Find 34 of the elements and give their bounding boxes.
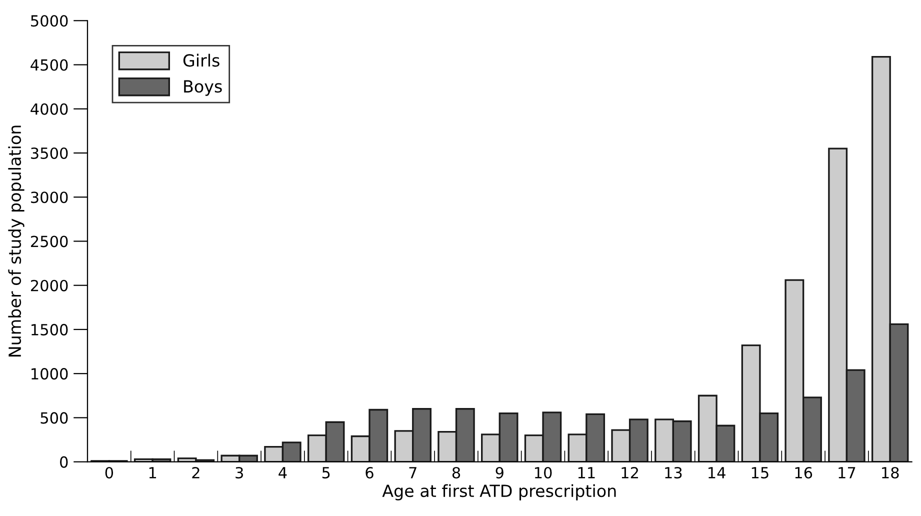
x-tick-label: 15 — [752, 467, 768, 479]
x-tick-label: 0 — [105, 466, 114, 479]
x-tick-label: 3 — [236, 466, 243, 479]
y-tick-label: 3500 — [31, 147, 68, 160]
x-tick-label: 13 — [665, 466, 682, 479]
x-tick-label: 17 — [838, 467, 856, 478]
x-tick-label: 11 — [578, 467, 595, 478]
y-axis-title: Number of study population — [8, 126, 24, 357]
x-axis-title: Age at first ATD prescription — [382, 484, 616, 500]
y-tick-label: 4000 — [30, 103, 68, 115]
legend-label: Girls — [183, 54, 220, 67]
x-tick-label: 14 — [708, 467, 726, 478]
x-tick-label: 18 — [882, 466, 899, 479]
x-tick-label: 8 — [452, 466, 460, 479]
y-tick-label: 2500 — [30, 236, 68, 248]
x-tick-label: 9 — [496, 466, 504, 479]
x-tick-label: 16 — [795, 466, 812, 479]
y-tick-label: 500 — [40, 412, 68, 424]
x-tick-label: 5 — [322, 467, 330, 479]
x-tick-label: 6 — [366, 466, 374, 479]
y-tick-label: 3000 — [31, 192, 68, 204]
y-tick-label: 0 — [60, 456, 68, 468]
legend-label: Boys — [184, 80, 222, 96]
y-tick-label: 5000 — [31, 15, 68, 27]
x-tick-label: 12 — [622, 466, 638, 478]
x-tick-label: 4 — [278, 467, 287, 478]
x-tick-label: 1 — [149, 467, 156, 478]
x-tick-label: 10 — [534, 466, 552, 479]
y-tick-label: 4500 — [30, 59, 68, 71]
y-tick-label: 1000 — [32, 368, 68, 380]
x-tick-label: 7 — [409, 467, 416, 478]
y-tick-label: 1500 — [32, 324, 68, 336]
y-tick-label: 2000 — [30, 280, 68, 292]
x-tick-label: 2 — [192, 466, 200, 478]
